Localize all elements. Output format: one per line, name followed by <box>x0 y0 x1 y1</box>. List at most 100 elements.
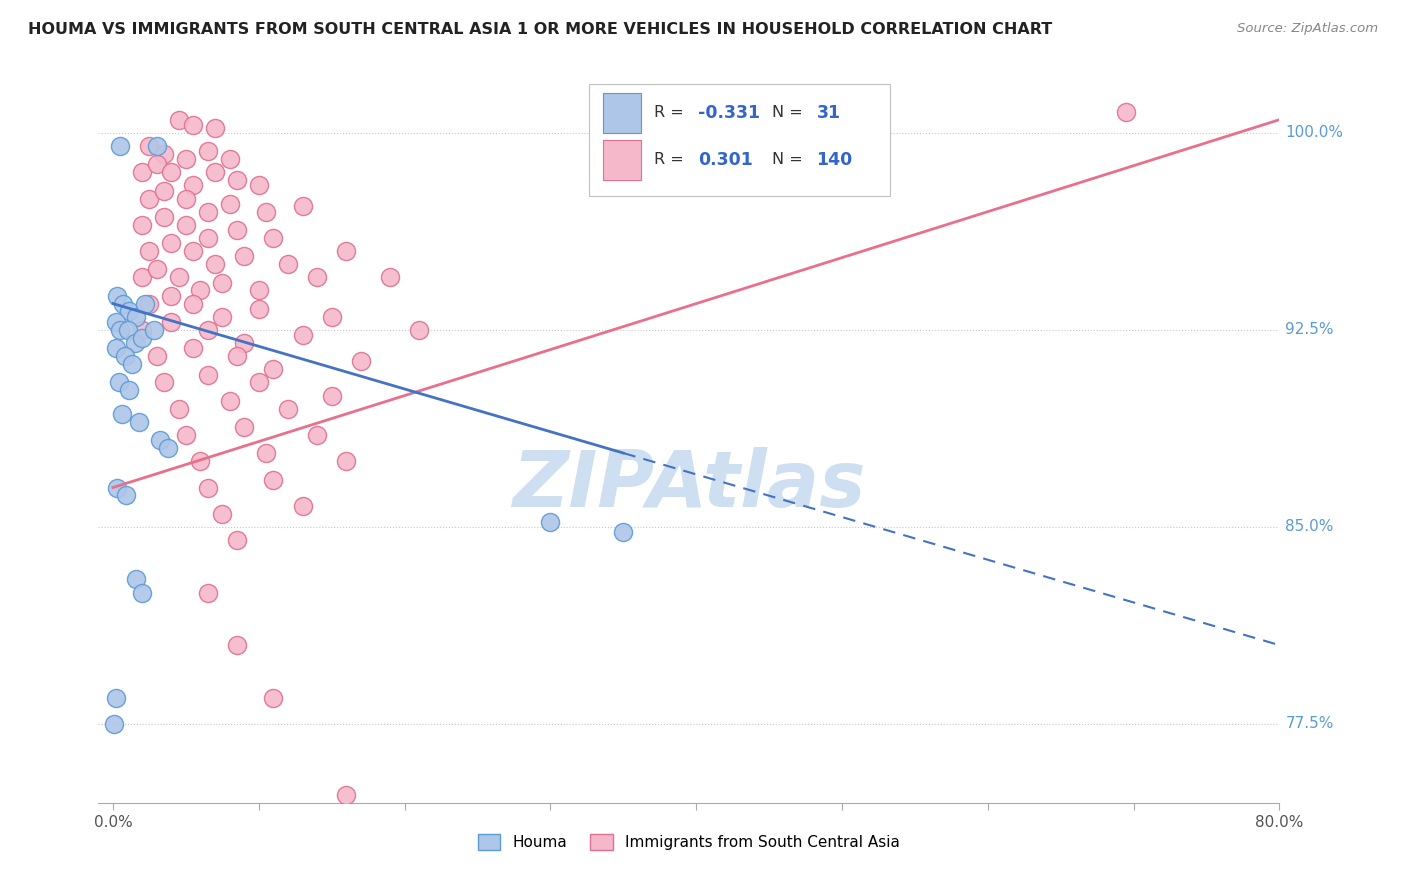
Text: R =: R = <box>654 153 689 168</box>
Point <box>291 328 314 343</box>
Point <box>104 690 127 705</box>
Point <box>254 204 277 219</box>
Point <box>335 788 357 802</box>
Point <box>145 262 167 277</box>
Point <box>321 310 343 324</box>
Point <box>160 289 183 303</box>
Point <box>105 289 128 303</box>
Point <box>233 249 256 263</box>
Point <box>153 376 176 390</box>
Text: 100.0%: 100.0% <box>1285 126 1343 140</box>
Point <box>160 236 183 251</box>
Point <box>138 244 160 258</box>
Point <box>108 376 131 390</box>
Point <box>145 349 167 363</box>
Text: ZIPAtlas: ZIPAtlas <box>512 447 866 523</box>
Point <box>197 323 219 337</box>
Point <box>114 349 136 363</box>
Point <box>211 276 233 290</box>
Point <box>291 499 314 513</box>
Point <box>247 301 270 316</box>
Point <box>131 323 153 337</box>
Text: 85.0%: 85.0% <box>1285 519 1334 534</box>
Point <box>118 384 141 398</box>
Point <box>103 717 125 731</box>
Text: Source: ZipAtlas.com: Source: ZipAtlas.com <box>1237 22 1378 36</box>
Point <box>142 323 165 337</box>
Point <box>226 349 249 363</box>
Point <box>131 331 153 345</box>
Text: -0.331: -0.331 <box>699 103 761 122</box>
Point <box>190 284 212 298</box>
Point <box>408 323 430 337</box>
Point <box>197 368 219 382</box>
Point <box>262 473 284 487</box>
Point <box>124 336 146 351</box>
Point <box>167 270 190 285</box>
Point <box>181 341 204 355</box>
Point <box>204 165 226 179</box>
Point <box>226 533 249 547</box>
Text: N =: N = <box>772 105 807 120</box>
Text: 77.5%: 77.5% <box>1285 716 1334 731</box>
Text: 31: 31 <box>817 103 841 122</box>
Point <box>254 446 277 460</box>
Point <box>262 231 284 245</box>
FancyBboxPatch shape <box>603 93 641 133</box>
Point <box>160 165 183 179</box>
FancyBboxPatch shape <box>603 140 641 179</box>
Point <box>277 401 299 416</box>
Point <box>105 481 128 495</box>
Point <box>131 218 153 232</box>
Point <box>167 112 190 127</box>
Point <box>181 178 204 193</box>
Point <box>167 401 190 416</box>
Point <box>233 336 256 351</box>
Point <box>111 407 134 421</box>
Point <box>110 323 132 337</box>
Point <box>110 139 132 153</box>
Point <box>226 638 249 652</box>
Point <box>262 362 284 376</box>
Point <box>247 284 270 298</box>
Point <box>197 204 219 219</box>
Point <box>153 809 176 823</box>
Point <box>211 310 233 324</box>
Point <box>131 270 153 285</box>
Point <box>174 218 197 232</box>
Point <box>149 434 172 448</box>
Point <box>181 244 204 258</box>
Legend: Houma, Immigrants from South Central Asia: Houma, Immigrants from South Central Asi… <box>471 829 907 856</box>
Point <box>153 184 176 198</box>
Point <box>181 296 204 310</box>
Point <box>612 525 634 540</box>
Point <box>125 573 148 587</box>
Point <box>291 199 314 213</box>
Point <box>138 192 160 206</box>
Point <box>233 420 256 434</box>
Text: N =: N = <box>772 153 807 168</box>
Point <box>204 120 226 135</box>
Point <box>197 145 219 159</box>
Point <box>104 341 127 355</box>
Point <box>157 441 180 455</box>
Point <box>211 507 233 521</box>
Point <box>190 454 212 468</box>
Point <box>134 296 156 310</box>
Point <box>145 139 167 153</box>
Point <box>131 165 153 179</box>
Point <box>174 428 197 442</box>
Point <box>128 415 150 429</box>
FancyBboxPatch shape <box>589 84 890 196</box>
Point <box>117 323 139 337</box>
Point <box>538 515 561 529</box>
Point <box>218 393 240 408</box>
Point <box>378 270 401 285</box>
Point <box>153 146 176 161</box>
Point <box>153 210 176 224</box>
Text: 0.301: 0.301 <box>699 151 754 169</box>
Point <box>131 585 153 599</box>
Point <box>307 428 329 442</box>
Text: HOUMA VS IMMIGRANTS FROM SOUTH CENTRAL ASIA 1 OR MORE VEHICLES IN HOUSEHOLD CORR: HOUMA VS IMMIGRANTS FROM SOUTH CENTRAL A… <box>28 22 1052 37</box>
Text: R =: R = <box>654 105 689 120</box>
